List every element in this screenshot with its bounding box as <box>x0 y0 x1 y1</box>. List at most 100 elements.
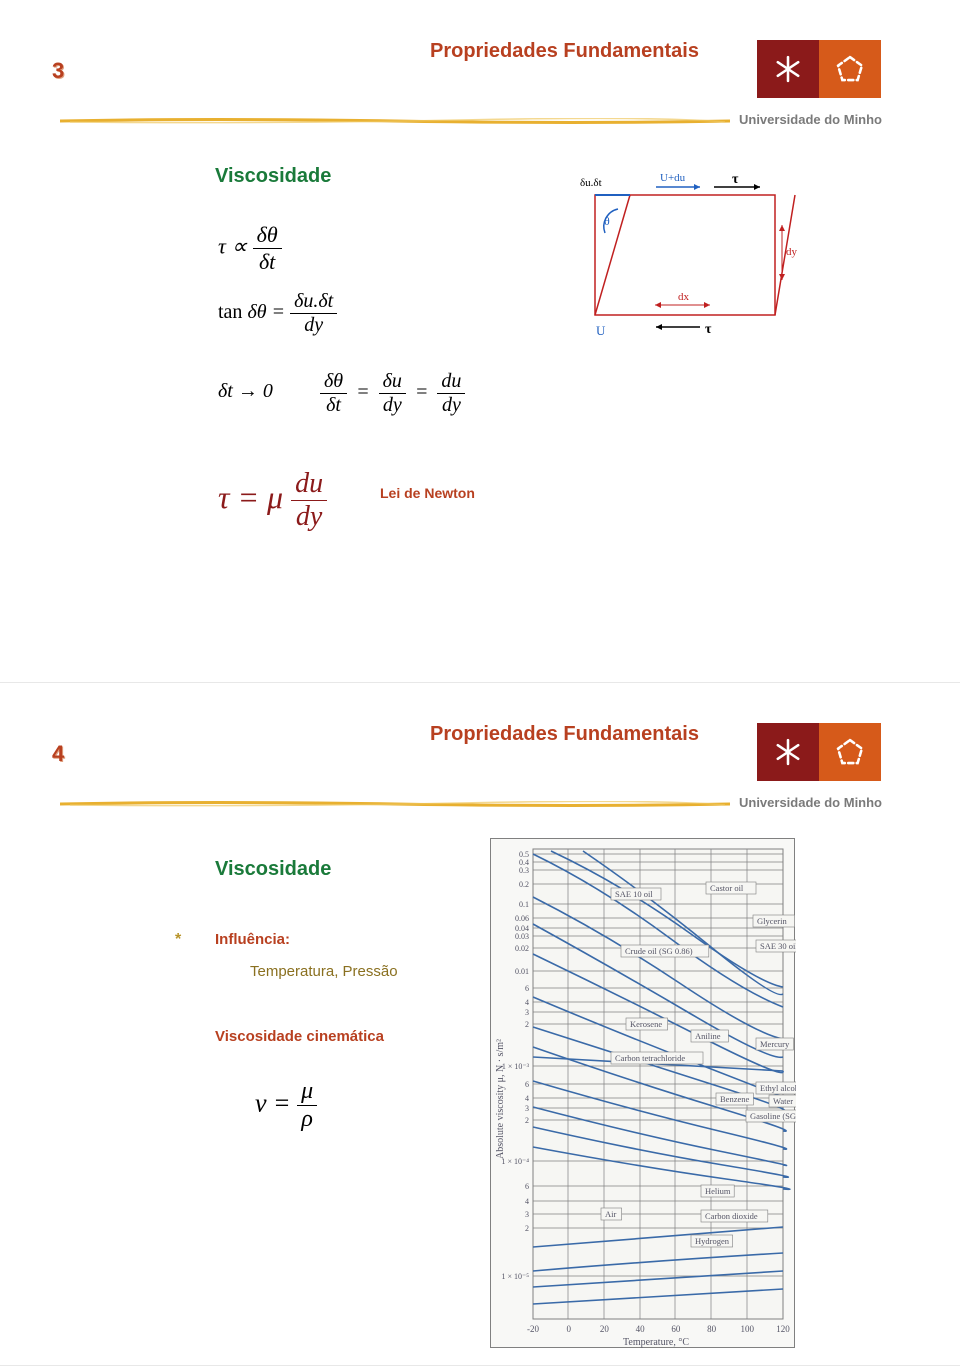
eq2-lhs: δθ = <box>247 301 285 323</box>
diagram-label-dudt: δu.δt <box>580 177 602 189</box>
chart-xlabel: Temperature, °C <box>623 1337 689 1348</box>
shear-diagram: δu.δt U+du τ θ dy dx U τ <box>560 165 800 345</box>
svg-text:80: 80 <box>707 1324 717 1334</box>
chart-ylabel: Absolute viscosity μ, N · s/m² <box>495 1039 506 1159</box>
eq2-num: δu.δt <box>290 290 337 314</box>
university-logo <box>757 40 882 98</box>
eq2-den: dy <box>290 314 337 337</box>
svg-text:40: 40 <box>636 1324 646 1334</box>
svg-text:2: 2 <box>525 1020 529 1029</box>
influence-text: Temperatura, Pressão <box>250 963 398 980</box>
logo-pentagon-icon <box>819 723 881 781</box>
slide-4: 4 Propriedades Fundamentais Universidade… <box>0 683 960 1366</box>
eqk-lhs: ν = <box>255 1088 291 1117</box>
logo-star-icon <box>757 723 819 781</box>
eq1-lhs: τ ∝ <box>218 234 247 259</box>
page-number: 3 <box>52 58 64 84</box>
svg-text:Gasoline (SG 0.68): Gasoline (SG 0.68) <box>750 1111 796 1121</box>
svg-text:4: 4 <box>525 998 529 1007</box>
equation-newton: τ = μ du dy <box>218 468 327 533</box>
eq3c-den: dy <box>437 394 465 417</box>
svg-text:2: 2 <box>525 1224 529 1233</box>
bullet: * <box>175 931 181 949</box>
svg-text:0.06: 0.06 <box>515 914 529 923</box>
university-name: Universidade do Minho <box>739 112 882 127</box>
header-title: Propriedades Fundamentais <box>430 723 699 746</box>
diagram-label-tau: τ <box>732 172 739 187</box>
eq3a-den: δt <box>320 394 347 417</box>
svg-text:Ethyl alcohol: Ethyl alcohol <box>760 1083 796 1093</box>
equation-tan: tan δθ = δu.δt dy <box>218 290 337 337</box>
svg-text:Castor oil: Castor oil <box>710 883 744 893</box>
section-title: Viscosidade <box>215 858 331 881</box>
kinematic-heading: Viscosidade cinemática <box>215 1028 384 1045</box>
svg-text:3: 3 <box>525 1104 529 1113</box>
svg-text:0.02: 0.02 <box>515 944 529 953</box>
eq3b-den: dy <box>379 394 406 417</box>
diagram-label-u: U <box>596 323 606 338</box>
eqk-num: μ <box>297 1078 317 1106</box>
svg-text:3: 3 <box>525 1210 529 1219</box>
eq3-eq1: = <box>356 381 370 403</box>
eq3c-num: du <box>437 370 465 394</box>
influence-heading: Influência: <box>215 931 290 948</box>
page-number: 4 <box>52 741 64 767</box>
svg-text:0: 0 <box>566 1324 571 1334</box>
diagram-label-udu: U+du <box>660 172 686 184</box>
svg-text:120: 120 <box>776 1324 790 1334</box>
svg-text:0.03: 0.03 <box>515 932 529 941</box>
diagram-label-tau2: τ <box>705 322 712 337</box>
svg-text:6: 6 <box>525 984 529 993</box>
equation-kinematic: ν = μ ρ <box>255 1078 317 1133</box>
eq4-den: dy <box>291 501 327 533</box>
svg-text:Aniline: Aniline <box>695 1031 721 1041</box>
svg-text:20: 20 <box>600 1324 610 1334</box>
eq3-lhs: δt → 0 <box>218 380 273 402</box>
equation-limit-rhs: δθ δt = δu dy = du dy <box>320 370 465 417</box>
eq3-eq2: = <box>415 381 429 403</box>
eq4-lhs: τ = μ <box>218 479 283 515</box>
viscosity-chart: -20020406080100120 Temperature, °C Absol… <box>490 838 795 1348</box>
svg-text:SAE 10 oil: SAE 10 oil <box>615 889 653 899</box>
svg-text:Benzene: Benzene <box>720 1094 749 1104</box>
svg-text:Mercury: Mercury <box>760 1039 790 1049</box>
eq3b-num: δu <box>379 370 406 394</box>
svg-text:2: 2 <box>525 1116 529 1125</box>
newton-law-label: Lei de Newton <box>380 485 475 501</box>
eqk-den: ρ <box>297 1106 317 1133</box>
svg-text:-20: -20 <box>527 1324 539 1334</box>
svg-text:Crude oil (SG 0.86): Crude oil (SG 0.86) <box>625 946 693 956</box>
svg-text:4: 4 <box>525 1094 529 1103</box>
svg-text:0.2: 0.2 <box>519 880 529 889</box>
svg-text:Carbon tetrachloride: Carbon tetrachloride <box>615 1053 685 1063</box>
svg-text:6: 6 <box>525 1080 529 1089</box>
diagram-label-dx: dx <box>678 291 690 303</box>
svg-text:Glycerin: Glycerin <box>757 916 787 926</box>
slide-3: 3 Propriedades Fundamentais Universidade… <box>0 0 960 683</box>
svg-text:0.3: 0.3 <box>519 866 529 875</box>
svg-text:4: 4 <box>525 1197 529 1206</box>
logo-star-icon <box>757 40 819 98</box>
equation-limit: δt → 0 <box>218 380 273 403</box>
svg-text:1 × 10⁻³: 1 × 10⁻³ <box>502 1062 530 1071</box>
divider-rule <box>60 801 730 807</box>
eq4-num: du <box>291 468 327 501</box>
svg-text:1 × 10⁻⁴: 1 × 10⁻⁴ <box>501 1157 529 1166</box>
svg-text:Carbon dioxide: Carbon dioxide <box>705 1211 758 1221</box>
university-name: Universidade do Minho <box>739 795 882 810</box>
svg-text:Air: Air <box>605 1209 617 1219</box>
svg-text:3: 3 <box>525 1008 529 1017</box>
svg-text:100: 100 <box>741 1324 755 1334</box>
svg-text:0.01: 0.01 <box>515 967 529 976</box>
svg-text:1 × 10⁻⁵: 1 × 10⁻⁵ <box>501 1272 529 1281</box>
diagram-label-dy: dy <box>786 246 798 258</box>
eq3a-num: δθ <box>320 370 347 394</box>
svg-text:Water: Water <box>773 1096 793 1106</box>
university-logo <box>757 723 882 781</box>
section-title: Viscosidade <box>215 165 331 188</box>
svg-text:6: 6 <box>525 1182 529 1191</box>
header-title: Propriedades Fundamentais <box>430 40 699 63</box>
logo-pentagon-icon <box>819 40 881 98</box>
svg-text:SAE 30 oil: SAE 30 oil <box>760 941 796 951</box>
divider-rule <box>60 118 730 124</box>
